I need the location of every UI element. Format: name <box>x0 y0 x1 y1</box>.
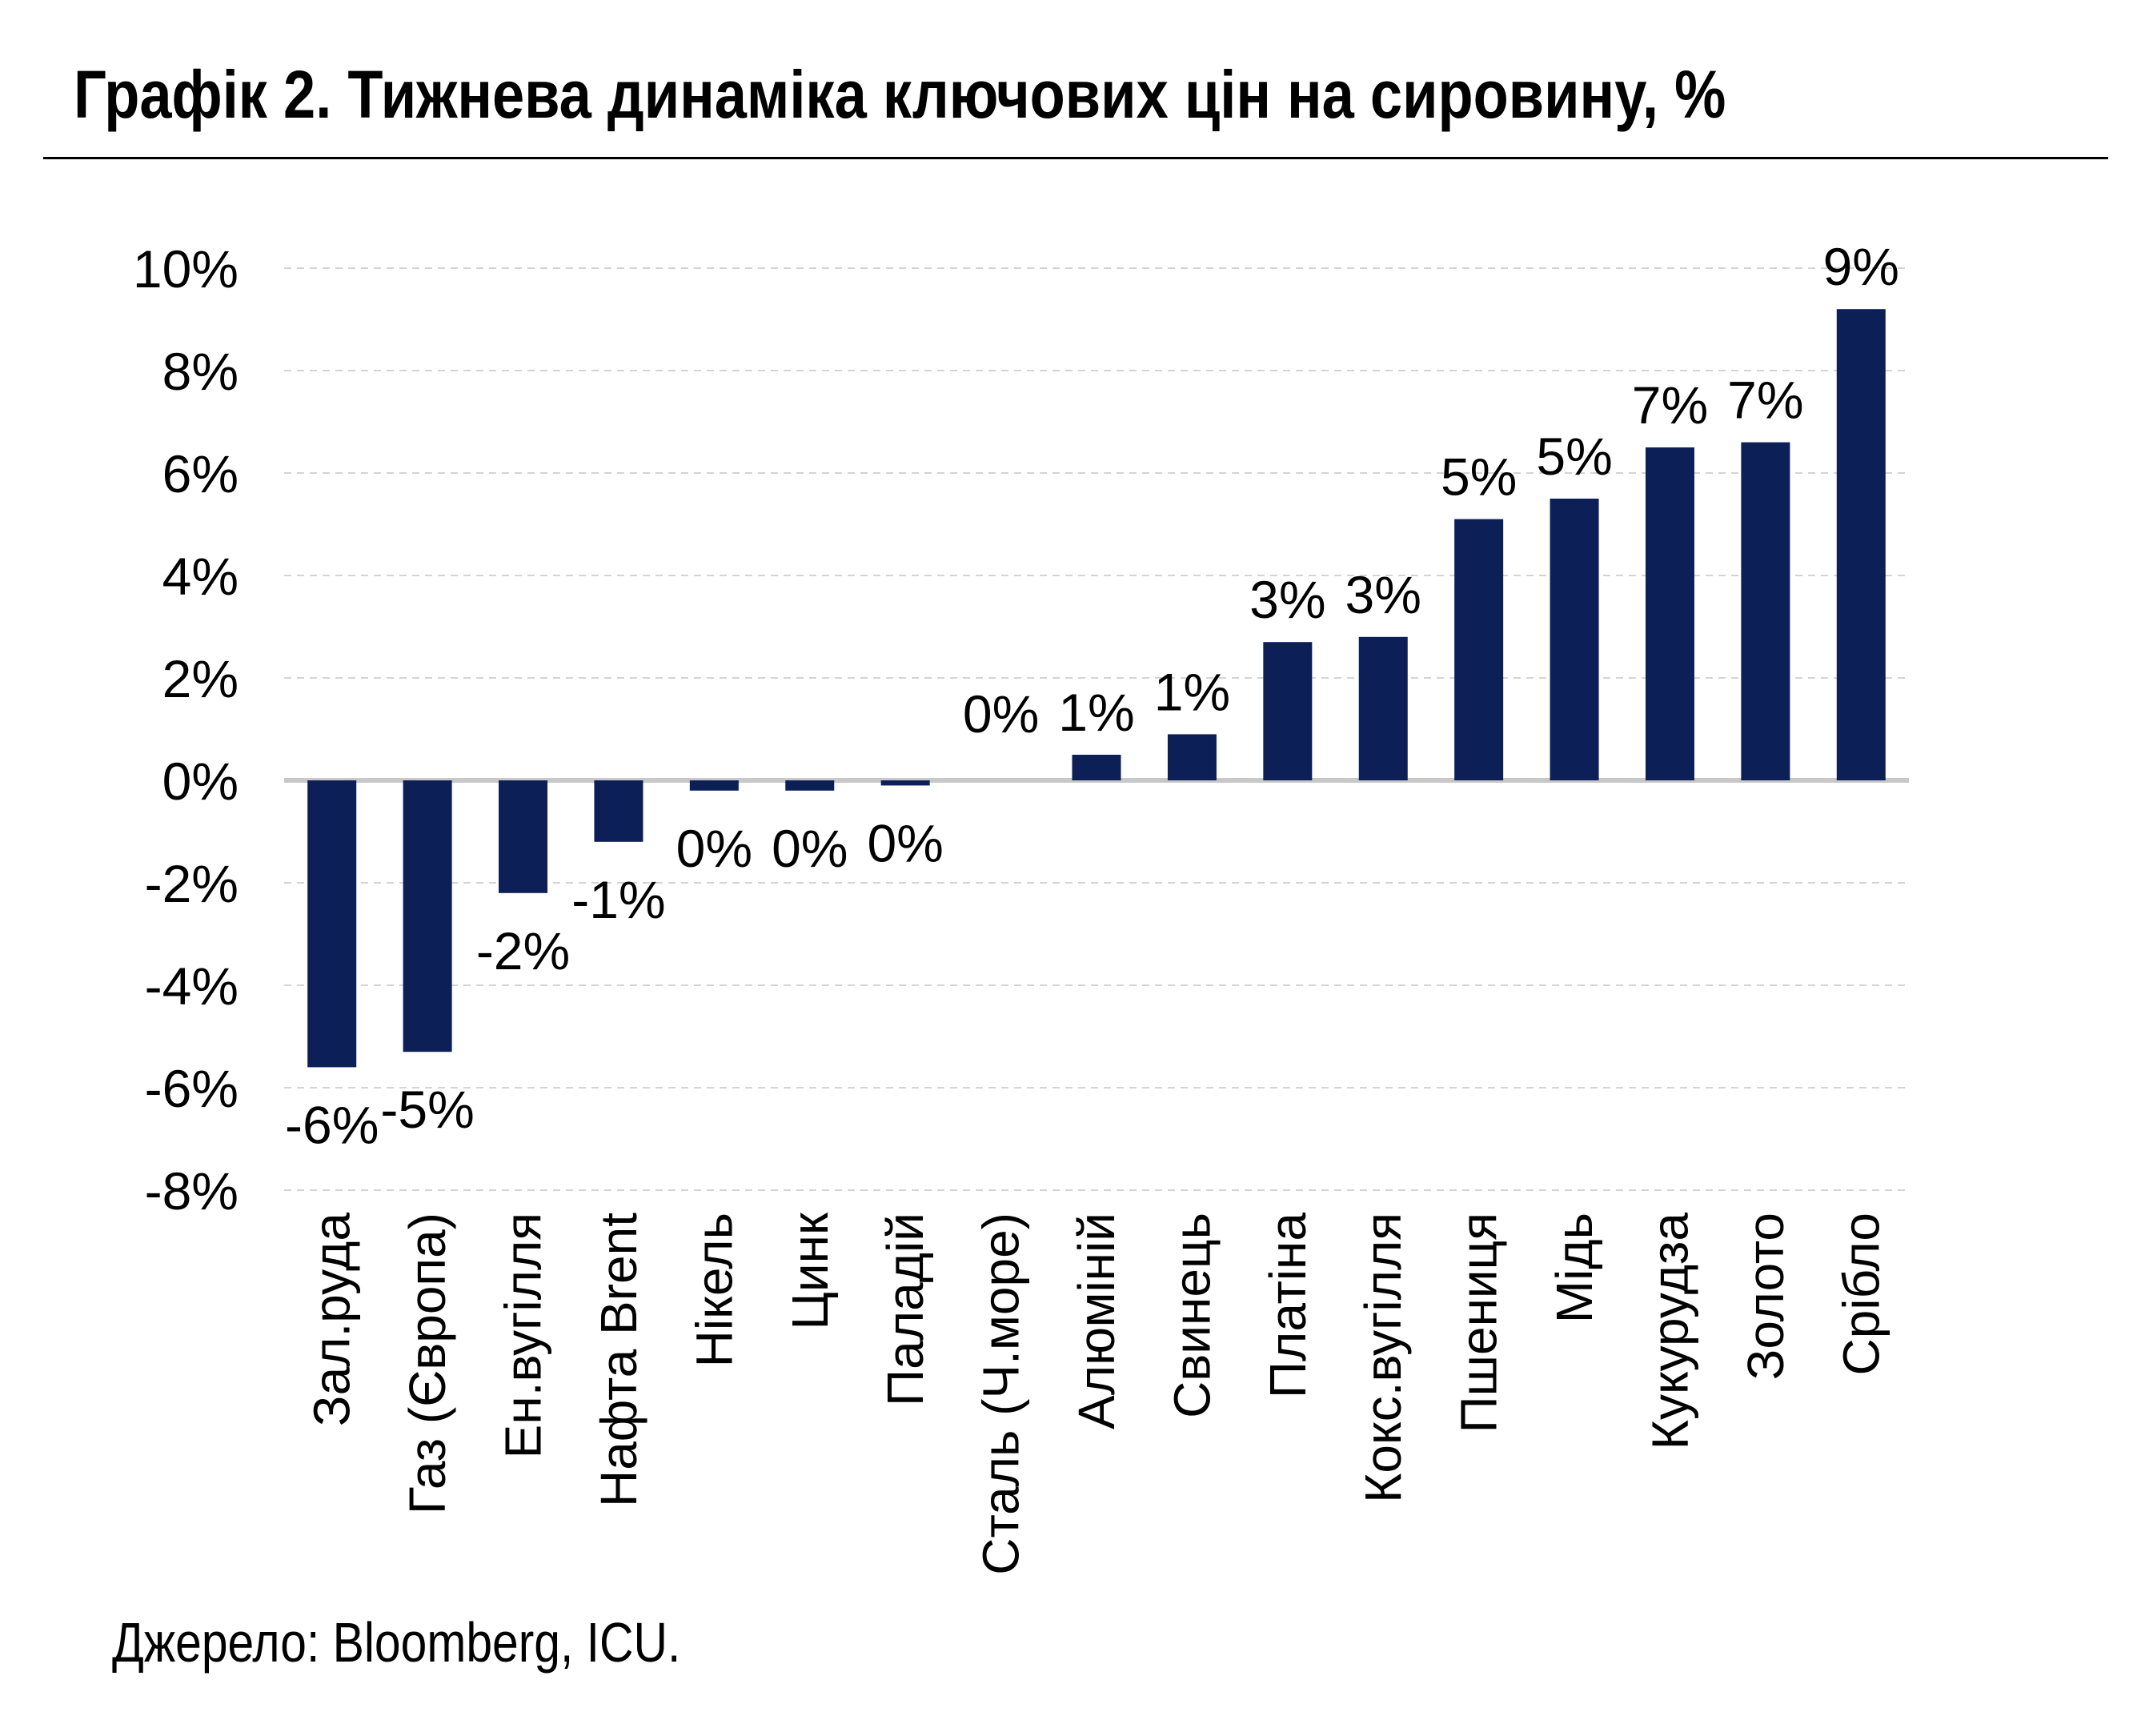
bar <box>1263 642 1313 780</box>
chart-title: Графік 2. Тижнева динаміка ключових цін … <box>74 57 1726 132</box>
category-label: Свинець <box>1163 1213 1221 1418</box>
category-label: Кокс.вугілля <box>1354 1213 1412 1503</box>
category-label: Алюміній <box>1068 1213 1125 1429</box>
y-tick-label: 2% <box>162 649 239 708</box>
category-label: Пшениця <box>1450 1213 1508 1433</box>
bar <box>403 780 452 1052</box>
category-label: Газ (Європа) <box>399 1213 456 1514</box>
y-tick-label: 0% <box>162 752 239 811</box>
bar <box>1454 519 1504 780</box>
category-label: Нафта Brent <box>590 1213 648 1507</box>
data-label: -2% <box>476 921 570 980</box>
category-label: Срібло <box>1832 1213 1890 1375</box>
data-label: 1% <box>1058 683 1134 742</box>
y-tick-label: 6% <box>162 444 239 503</box>
bar <box>1836 309 1886 780</box>
data-label: 7% <box>1727 371 1803 430</box>
category-label: Платіна <box>1259 1213 1317 1398</box>
y-tick-label: -4% <box>145 956 239 1016</box>
category-label: Кукурудза <box>1641 1213 1698 1450</box>
bar <box>1358 636 1408 780</box>
data-label: 7% <box>1632 375 1708 435</box>
y-tick-label: 4% <box>162 547 239 606</box>
data-label: 5% <box>1441 447 1517 507</box>
category-label: Сталь (Ч.море) <box>972 1213 1030 1575</box>
bar <box>1645 447 1694 780</box>
category-label: Цинк <box>781 1212 839 1329</box>
data-label: -6% <box>285 1095 379 1154</box>
data-label: 1% <box>1154 662 1230 721</box>
bar <box>1550 499 1599 780</box>
data-label: 3% <box>1249 570 1325 629</box>
y-tick-label: 8% <box>162 342 239 401</box>
y-tick-label: 10% <box>133 239 239 299</box>
data-label: 0% <box>676 819 752 878</box>
bar <box>689 780 739 791</box>
data-label: -1% <box>571 870 665 929</box>
data-label: 3% <box>1345 565 1421 624</box>
category-label: Золото <box>1737 1213 1794 1380</box>
data-label: 0% <box>963 684 1039 744</box>
bar <box>307 780 357 1068</box>
category-label: Зал.руда <box>303 1213 361 1426</box>
y-tick-label: -6% <box>145 1059 239 1118</box>
y-tick-label: -8% <box>145 1161 239 1221</box>
data-label: 0% <box>867 813 943 872</box>
data-label: -5% <box>380 1080 474 1139</box>
bar <box>1741 442 1790 780</box>
bar <box>499 780 548 893</box>
bar <box>785 780 835 791</box>
source-note: Джерело: Bloomberg, ICU. <box>112 1611 681 1674</box>
data-label: 0% <box>772 819 848 878</box>
title-divider <box>43 157 2108 159</box>
category-label: Нікель <box>685 1213 743 1367</box>
bar <box>1072 755 1121 780</box>
data-label: 5% <box>1536 427 1612 486</box>
data-label: 9% <box>1823 237 1899 296</box>
category-label: Мідь <box>1546 1213 1603 1323</box>
bar <box>880 780 930 786</box>
category-label: Паладій <box>876 1213 934 1406</box>
y-tick-label: -2% <box>145 854 239 913</box>
bar <box>1167 734 1217 780</box>
category-label: Ен.вугілля <box>495 1213 552 1458</box>
bar <box>594 780 644 842</box>
